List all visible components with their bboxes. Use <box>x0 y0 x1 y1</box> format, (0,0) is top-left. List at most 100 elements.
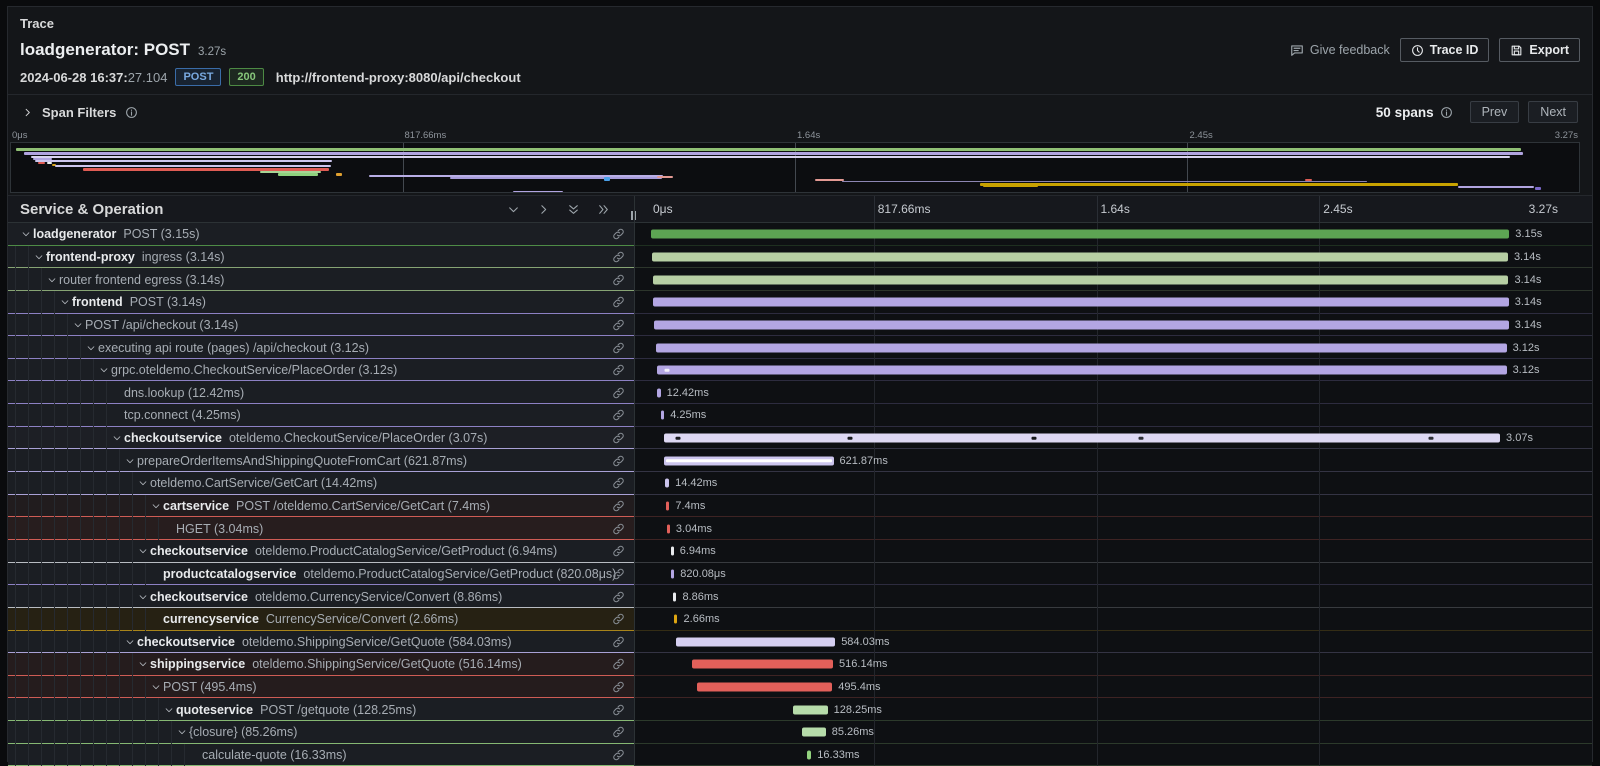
span-duration-bar[interactable] <box>671 569 674 578</box>
span-row[interactable]: cartservicePOST /oteldemo.CartService/Ge… <box>8 495 1592 518</box>
span-row[interactable]: currencyserviceCurrencyService/Convert (… <box>8 608 1592 631</box>
span-row[interactable]: router frontend egress (3.14s)3.14s <box>8 268 1592 291</box>
span-duration-bar[interactable] <box>666 502 669 511</box>
link-icon[interactable] <box>612 613 625 626</box>
collapse-chevron-icon[interactable] <box>149 682 163 692</box>
span-name-cell[interactable]: grpc.oteldemo.CheckoutService/PlaceOrder… <box>8 359 635 382</box>
span-duration-bar[interactable] <box>657 366 1507 375</box>
span-name-cell[interactable]: checkoutserviceoteldemo.ShippingService/… <box>8 631 635 654</box>
span-name-cell[interactable]: oteldemo.CartService/GetCart (14.42ms) <box>8 472 635 495</box>
span-row[interactable]: loadgeneratorPOST (3.15s)3.15s <box>8 223 1592 246</box>
collapse-chevron-icon[interactable] <box>97 365 111 375</box>
double-chevron-down-icon[interactable] <box>567 203 580 216</box>
collapse-chevron-icon[interactable] <box>136 546 150 556</box>
link-icon[interactable] <box>612 454 625 467</box>
link-icon[interactable] <box>612 703 625 716</box>
prev-span-button[interactable]: Prev <box>1470 101 1520 123</box>
span-name-cell[interactable]: checkoutserviceoteldemo.CheckoutService/… <box>8 427 635 450</box>
span-row[interactable]: calculate-quote (16.33ms)16.33ms <box>8 744 1592 766</box>
span-name-cell[interactable]: {closure} (85.26ms) <box>8 721 635 744</box>
span-duration-bar[interactable] <box>661 411 664 420</box>
span-duration-bar[interactable] <box>673 592 676 601</box>
link-icon[interactable] <box>612 273 625 286</box>
span-row[interactable]: checkoutserviceoteldemo.ProductCatalogSe… <box>8 540 1592 563</box>
give-feedback-link[interactable]: Give feedback <box>1290 43 1390 57</box>
span-duration-bar[interactable] <box>653 275 1509 284</box>
minimap-canvas[interactable] <box>10 142 1580 193</box>
span-row[interactable]: frontendPOST (3.14s)3.14s <box>8 291 1592 314</box>
span-name-cell[interactable]: checkoutserviceoteldemo.CurrencyService/… <box>8 585 635 608</box>
link-icon[interactable] <box>612 658 625 671</box>
span-duration-bar[interactable] <box>665 479 669 488</box>
link-icon[interactable] <box>612 635 625 648</box>
span-name-cell[interactable]: shippingserviceoteldemo.ShippingService/… <box>8 653 635 676</box>
span-row[interactable]: shippingserviceoteldemo.ShippingService/… <box>8 653 1592 676</box>
span-duration-bar[interactable] <box>664 434 1501 443</box>
span-name-cell[interactable]: frontend-proxyingress (3.14s) <box>8 246 635 269</box>
collapse-chevron-icon[interactable] <box>84 343 98 353</box>
link-icon[interactable] <box>612 250 625 263</box>
link-icon[interactable] <box>612 409 625 422</box>
span-name-cell[interactable]: currencyserviceCurrencyService/Convert (… <box>8 608 635 631</box>
link-icon[interactable] <box>612 749 625 762</box>
chevron-right-icon[interactable] <box>537 203 550 216</box>
span-duration-bar[interactable] <box>654 320 1509 329</box>
span-name-cell[interactable]: executing api route (pages) /api/checkou… <box>8 336 635 359</box>
span-row[interactable]: tcp.connect (4.25ms)4.25ms <box>8 404 1592 427</box>
span-row[interactable]: checkoutserviceoteldemo.CurrencyService/… <box>8 585 1592 608</box>
span-name-cell[interactable]: calculate-quote (16.33ms) <box>8 744 635 766</box>
span-duration-bar[interactable] <box>667 524 670 533</box>
collapse-chevron-icon[interactable] <box>110 433 124 443</box>
span-row[interactable]: frontend-proxyingress (3.14s)3.14s <box>8 246 1592 269</box>
trace-minimap[interactable]: 0μs817.66ms1.64s2.45s3.27s <box>10 129 1580 193</box>
span-name-cell[interactable]: frontendPOST (3.14s) <box>8 291 635 314</box>
span-duration-bar[interactable] <box>697 683 832 692</box>
span-row[interactable]: grpc.oteldemo.CheckoutService/PlaceOrder… <box>8 359 1592 382</box>
span-name-cell[interactable]: prepareOrderItemsAndShippingQuoteFromCar… <box>8 449 635 472</box>
collapse-chevron-icon[interactable] <box>175 727 189 737</box>
span-duration-bar[interactable] <box>671 547 674 556</box>
link-icon[interactable] <box>612 567 625 580</box>
link-icon[interactable] <box>612 726 625 739</box>
collapse-chevron-icon[interactable] <box>136 659 150 669</box>
span-name-cell[interactable]: tcp.connect (4.25ms) <box>8 404 635 427</box>
link-icon[interactable] <box>612 228 625 241</box>
trace-id-button[interactable]: Trace ID <box>1400 38 1490 62</box>
link-icon[interactable] <box>612 386 625 399</box>
span-name-cell[interactable]: HGET (3.04ms) <box>8 517 635 540</box>
double-chevron-right-icon[interactable] <box>597 203 610 216</box>
next-span-button[interactable]: Next <box>1528 101 1578 123</box>
span-duration-bar[interactable] <box>664 456 833 465</box>
collapse-chevron-icon[interactable] <box>136 592 150 602</box>
collapse-chevron-icon[interactable] <box>136 478 150 488</box>
link-icon[interactable] <box>612 318 625 331</box>
span-row[interactable]: dns.lookup (12.42ms)12.42ms <box>8 381 1592 404</box>
link-icon[interactable] <box>612 477 625 490</box>
collapse-chevron-icon[interactable] <box>32 252 46 262</box>
span-row[interactable]: oteldemo.CartService/GetCart (14.42ms)14… <box>8 472 1592 495</box>
span-row[interactable]: {closure} (85.26ms)85.26ms <box>8 721 1592 744</box>
span-name-cell[interactable]: POST /api/checkout (3.14s) <box>8 314 635 337</box>
span-duration-bar[interactable] <box>657 388 660 397</box>
span-duration-bar[interactable] <box>656 343 1506 352</box>
span-duration-bar[interactable] <box>692 660 833 669</box>
span-name-cell[interactable]: checkoutserviceoteldemo.ProductCatalogSe… <box>8 540 635 563</box>
span-row[interactable]: quoteservicePOST /getquote (128.25ms)128… <box>8 698 1592 721</box>
span-row[interactable]: checkoutserviceoteldemo.CheckoutService/… <box>8 427 1592 450</box>
span-filters-toggle[interactable]: Span Filters <box>22 105 138 120</box>
link-icon[interactable] <box>612 500 625 513</box>
span-duration-bar[interactable] <box>793 705 828 714</box>
span-duration-bar[interactable] <box>651 230 1509 239</box>
chevron-down-icon[interactable] <box>507 203 520 216</box>
span-row[interactable]: prepareOrderItemsAndShippingQuoteFromCar… <box>8 449 1592 472</box>
collapse-chevron-icon[interactable] <box>123 456 137 466</box>
span-row[interactable]: POST /api/checkout (3.14s)3.14s <box>8 314 1592 337</box>
span-duration-bar[interactable] <box>807 751 811 760</box>
collapse-chevron-icon[interactable] <box>149 501 163 511</box>
collapse-chevron-icon[interactable] <box>123 637 137 647</box>
span-row[interactable]: POST (495.4ms)495.4ms <box>8 676 1592 699</box>
span-row[interactable]: productcatalogserviceoteldemo.ProductCat… <box>8 563 1592 586</box>
link-icon[interactable] <box>612 681 625 694</box>
collapse-chevron-icon[interactable] <box>162 705 176 715</box>
span-duration-bar[interactable] <box>674 615 677 624</box>
